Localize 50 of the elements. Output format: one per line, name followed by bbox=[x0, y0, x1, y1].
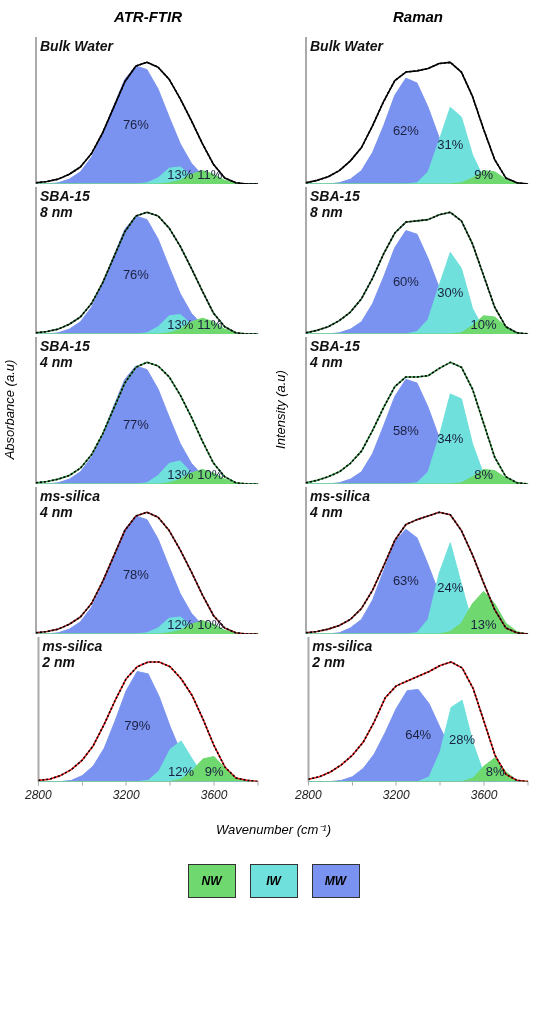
annotation: 34% bbox=[437, 430, 464, 446]
annotation: 13% bbox=[470, 616, 498, 632]
annotation: ms-silica 4 nm bbox=[39, 487, 101, 520]
annotation: 13% bbox=[167, 166, 194, 182]
annotation: ms-silica 2 nm bbox=[311, 637, 373, 670]
chart-title: Raman bbox=[392, 8, 444, 25]
annotation: 76% bbox=[122, 266, 150, 282]
chart-title: ATR-FTIR bbox=[112, 8, 183, 25]
annotation: 77% bbox=[122, 416, 150, 432]
annotation: 9% bbox=[204, 764, 224, 780]
annotation: SBA-15 4 nm bbox=[309, 337, 361, 370]
annotation: 63% bbox=[392, 573, 420, 589]
annotation: 9% bbox=[474, 166, 494, 182]
text: IW bbox=[266, 874, 281, 888]
annotation: 76% bbox=[122, 116, 150, 132]
x-tick-label: 3600 bbox=[470, 788, 498, 803]
annotation: 8% bbox=[485, 764, 505, 780]
annotation: 60% bbox=[392, 273, 420, 289]
annotation: SBA-15 8 nm bbox=[40, 187, 91, 220]
x-axis-title: Wavenumber (cm⁻¹) bbox=[215, 821, 332, 838]
annotation: 78% bbox=[122, 566, 150, 582]
annotation: ms-silica 2 nm bbox=[41, 637, 103, 670]
text: Bulk Water bbox=[40, 37, 115, 54]
annotation: ms-silica 4 nm bbox=[309, 487, 371, 520]
annotation: SBA-15 8 nm bbox=[310, 187, 361, 220]
x-tick-label: 3200 bbox=[112, 788, 140, 803]
annotation: 79% bbox=[124, 718, 151, 734]
text: MW bbox=[324, 874, 347, 888]
text: NW bbox=[201, 874, 222, 888]
annotation: 11% bbox=[197, 316, 223, 332]
annotation: 12% bbox=[167, 616, 194, 632]
x-tick-label: 2800 bbox=[24, 788, 53, 803]
annotation: 62% bbox=[392, 122, 420, 138]
annotation: 8% bbox=[474, 466, 494, 482]
text: Bulk Water bbox=[310, 37, 385, 54]
annotation: 13% bbox=[167, 466, 194, 482]
annotation: SBA-15 4 nm bbox=[39, 337, 91, 370]
y-axis-title: Intensity (a.u) bbox=[272, 369, 288, 449]
annotation: 10% bbox=[470, 316, 498, 332]
annotation: 24% bbox=[437, 579, 464, 595]
x-tick-label: 2800 bbox=[294, 788, 323, 803]
annotation: 64% bbox=[405, 727, 432, 743]
y-axis-title: Absorbance (a.u) bbox=[2, 359, 18, 459]
annotation: 10% bbox=[197, 466, 224, 482]
annotation: 58% bbox=[392, 423, 420, 439]
x-tick-label: 3600 bbox=[200, 788, 228, 803]
annotation: 31% bbox=[437, 137, 464, 153]
annotation: 30% bbox=[437, 284, 464, 300]
x-tick-label: 3200 bbox=[382, 788, 410, 803]
annotation: 12% bbox=[168, 764, 195, 780]
